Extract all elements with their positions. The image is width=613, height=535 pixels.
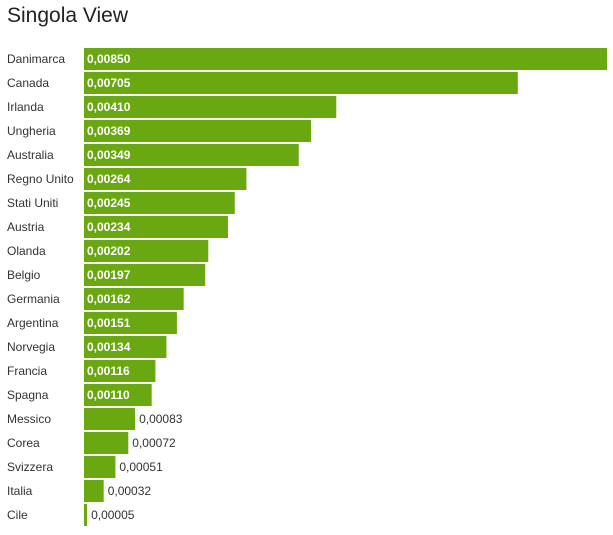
bar-olanda[interactable]	[84, 240, 209, 262]
category-label-spagna: Spagna	[7, 388, 49, 402]
category-label-irlanda: Irlanda	[7, 100, 44, 114]
bar-ungheria[interactable]	[84, 120, 312, 142]
value-label-francia: 0,00116	[87, 364, 130, 378]
value-label-belgio: 0,00197	[87, 268, 131, 282]
value-label-messico: 0,00083	[139, 412, 183, 426]
value-label-austria: 0,00234	[87, 220, 131, 234]
bar-argentina[interactable]	[84, 312, 177, 334]
category-label-austria: Austria	[7, 220, 45, 234]
bar-austria[interactable]	[84, 216, 228, 238]
bar-spagna[interactable]	[84, 384, 152, 406]
category-label-ungheria: Ungheria	[7, 124, 56, 138]
category-label-olanda: Olanda	[7, 244, 46, 258]
value-label-corea: 0,00072	[132, 436, 176, 450]
bar-australia[interactable]	[84, 144, 299, 166]
bar-canada[interactable]	[84, 72, 518, 94]
category-label-corea: Corea	[7, 436, 40, 450]
bar-francia[interactable]	[84, 360, 156, 382]
category-label-messico: Messico	[7, 412, 51, 426]
bar-norvegia[interactable]	[84, 336, 167, 358]
chart-title: Singola View	[7, 4, 129, 27]
category-label-canada: Canada	[7, 76, 49, 90]
value-label-australia: 0,00349	[87, 148, 131, 162]
value-label-stati-uniti: 0,00245	[87, 196, 131, 210]
bar-corea[interactable]	[84, 432, 129, 454]
bar-stati-uniti[interactable]	[84, 192, 235, 214]
category-label-svizzera: Svizzera	[7, 460, 53, 474]
value-label-olanda: 0,00202	[87, 244, 131, 258]
bar-messico[interactable]	[84, 408, 136, 430]
category-label-regno-unito: Regno Unito	[7, 172, 74, 186]
category-label-danimarca: Danimarca	[7, 52, 65, 66]
category-label-stati-uniti: Stati Uniti	[7, 196, 58, 210]
category-label-cile: Cile	[7, 508, 28, 522]
bar-regno-unito[interactable]	[84, 168, 247, 190]
value-label-danimarca: 0,00850	[87, 52, 131, 66]
category-label-argentina: Argentina	[7, 316, 59, 330]
value-label-canada: 0,00705	[87, 76, 131, 90]
value-label-germania: 0,00162	[87, 292, 131, 306]
value-label-italia: 0,00032	[108, 484, 152, 498]
value-label-irlanda: 0,00410	[87, 100, 131, 114]
bar-svizzera[interactable]	[84, 456, 116, 478]
value-label-regno-unito: 0,00264	[87, 172, 131, 186]
category-label-belgio: Belgio	[7, 268, 41, 282]
bar-germania[interactable]	[84, 288, 184, 310]
bar-danimarca[interactable]	[84, 48, 607, 70]
value-label-ungheria: 0,00369	[87, 124, 131, 138]
value-label-argentina: 0,00151	[87, 316, 131, 330]
category-label-italia: Italia	[7, 484, 33, 498]
bar-cile[interactable]	[84, 504, 88, 526]
value-label-svizzera: 0,00051	[119, 460, 163, 474]
value-label-norvegia: 0,00134	[87, 340, 131, 354]
value-label-spagna: 0,00110	[87, 388, 130, 402]
value-label-cile: 0,00005	[91, 508, 135, 522]
category-label-francia: Francia	[7, 364, 47, 378]
bar-irlanda[interactable]	[84, 96, 337, 118]
bar-italia[interactable]	[84, 480, 104, 502]
category-label-norvegia: Norvegia	[7, 340, 55, 354]
category-label-australia: Australia	[7, 148, 54, 162]
category-label-germania: Germania	[7, 292, 60, 306]
bar-belgio[interactable]	[84, 264, 206, 286]
